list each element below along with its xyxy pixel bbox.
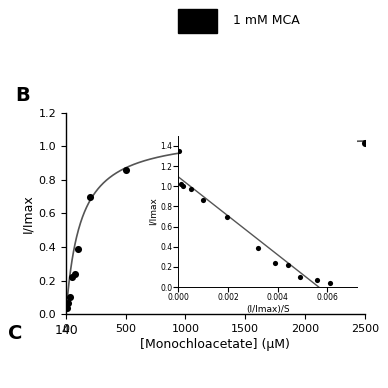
Point [327, 280, 333, 286]
Text: 1 mM MCA: 1 mM MCA [233, 14, 300, 27]
Point [65, 300, 71, 306]
X-axis label: (I/Imax)/S: (I/Imax)/S [246, 305, 289, 314]
Bar [178, 9, 217, 33]
Point [255, 245, 261, 251]
Point [177, 148, 183, 154]
Y-axis label: I/Imax: I/Imax [21, 194, 34, 233]
Point [66, 294, 73, 301]
Point [64, 305, 70, 311]
Point [199, 197, 206, 203]
Point [75, 246, 81, 252]
Point [362, 140, 368, 146]
Text: 140: 140 [54, 324, 78, 337]
Point [272, 148, 278, 154]
Point [180, 183, 187, 189]
Point [69, 274, 75, 281]
Point [296, 274, 303, 280]
X-axis label: [Monochloacetate] (μM): [Monochloacetate] (μM) [140, 338, 290, 351]
Point [284, 262, 291, 268]
Point [182, 148, 189, 154]
Point [72, 271, 78, 277]
Point [224, 213, 230, 220]
Point [302, 146, 308, 152]
Point [188, 186, 194, 192]
Point [123, 166, 129, 173]
Point [178, 181, 184, 187]
Point [314, 277, 320, 283]
Point [272, 260, 278, 266]
Text: B: B [15, 86, 30, 105]
Y-axis label: I/Imax: I/Imax [148, 197, 157, 225]
Point [87, 194, 93, 200]
Text: C: C [8, 324, 22, 343]
